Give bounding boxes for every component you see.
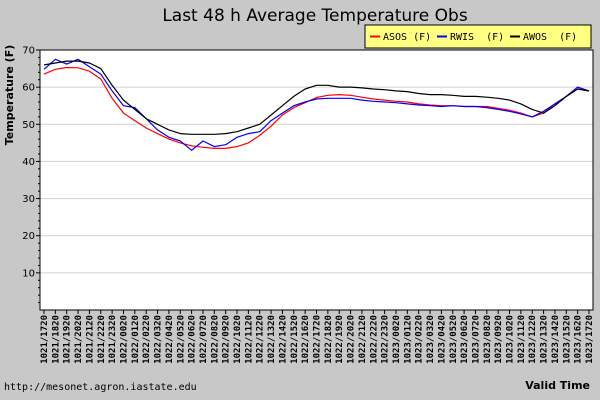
legend-label: AWOS (F)	[523, 32, 577, 43]
x-tick-label: 1023/1520	[562, 315, 572, 364]
y-tick-label: 40	[22, 157, 35, 168]
x-tick-label: 1021/2120	[85, 315, 95, 364]
x-tick-label: 1022/1220	[256, 315, 266, 364]
x-tick-label: 1022/1520	[290, 315, 300, 364]
chart-title: Last 48 h Average Temperature Obs	[162, 6, 468, 26]
x-tick-label: 1022/0220	[142, 315, 152, 364]
x-tick-label: 1022/0820	[210, 315, 220, 364]
series-line-2	[43, 60, 590, 135]
series-line-1	[43, 58, 590, 151]
legend-label: ASOS (F)	[383, 32, 431, 43]
x-tick-label: 1022/0920	[222, 315, 232, 364]
y-axis-ticks: 10 20 30 40 50 60 70	[22, 46, 40, 304]
x-tick-label: 1023/1720	[585, 315, 595, 364]
y-tick-label: 20	[22, 231, 35, 242]
legend-label: RWIS (F)	[450, 32, 504, 43]
series-line-0	[43, 66, 590, 149]
x-tick-label: 1021/2320	[108, 315, 118, 364]
x-tick-label: 1022/0120	[131, 315, 141, 364]
plot-border	[39, 49, 594, 311]
series-lines	[43, 58, 590, 151]
x-tick-label: 1022/0720	[199, 315, 209, 364]
x-tick-label: 1023/0320	[426, 315, 436, 364]
x-tick-label: 1022/0420	[165, 315, 175, 364]
x-tick-label: 1023/1220	[528, 315, 538, 364]
y-tick-label: 70	[22, 46, 35, 57]
legend: ASOS (F) RWIS (F) AWOS (F)	[364, 24, 592, 49]
x-tick-label: 1022/1320	[267, 315, 277, 364]
x-tick-label: 1022/2320	[381, 315, 391, 364]
x-tick-label: 1023/0620	[460, 315, 470, 364]
x-tick-label: 1022/1020	[233, 315, 243, 364]
x-tick-label: 1023/1320	[540, 315, 550, 364]
x-tick-label: 1022/0520	[176, 315, 186, 364]
x-axis-ticks: 1021/1720 1021/1820 1021/1920 1021/2020 1021…	[40, 310, 595, 364]
x-tick-label: 1022/2020	[347, 315, 357, 364]
x-tick-label: 1023/1020	[506, 315, 516, 364]
y-tick-label: 10	[22, 268, 35, 279]
y-tick-label: 30	[22, 194, 35, 205]
x-tick-label: 1022/2120	[358, 315, 368, 364]
x-tick-label: 1023/0720	[471, 315, 481, 364]
x-tick-label: 1023/0120	[403, 315, 413, 364]
x-tick-label: 1022/2220	[369, 315, 379, 364]
x-tick-label: 1023/1120	[517, 315, 527, 364]
x-tick-label: 1022/1420	[278, 315, 288, 364]
x-tick-label: 1023/1620	[574, 315, 584, 364]
x-tick-label: 1021/2020	[74, 315, 84, 364]
x-tick-label: 1022/1920	[335, 315, 345, 364]
y-tick-label: 60	[22, 83, 35, 94]
x-tick-label: 1022/0620	[188, 315, 198, 364]
x-tick-label: 1023/0420	[437, 315, 447, 364]
x-tick-label: 1022/0320	[154, 315, 164, 364]
x-axis-title: Valid Time	[525, 379, 590, 392]
x-tick-label: 1023/0220	[415, 315, 425, 364]
x-tick-label: 1021/2220	[97, 315, 107, 364]
legend-box	[364, 24, 592, 49]
x-tick-label: 1022/1720	[313, 315, 323, 364]
x-tick-label: 1021/1820	[51, 315, 61, 364]
x-tick-label: 1023/1420	[551, 315, 561, 364]
y-axis-title: Temperature (F)	[3, 45, 16, 146]
footer-url: http://mesonet.agron.iastate.edu	[4, 382, 197, 393]
x-tick-label: 1021/1720	[40, 315, 50, 364]
x-tick-label: 1023/0820	[483, 315, 493, 364]
x-tick-label: 1021/1920	[63, 315, 73, 364]
x-tick-label: 1022/1820	[324, 315, 334, 364]
x-tick-label: 1022/1620	[301, 315, 311, 364]
x-tick-label: 1023/0920	[494, 315, 504, 364]
x-tick-label: 1022/0020	[119, 315, 129, 364]
y-tick-label: 50	[22, 120, 35, 131]
x-tick-label: 1023/0020	[392, 315, 402, 364]
plot-area	[40, 50, 593, 310]
x-tick-label: 1022/1120	[244, 315, 254, 364]
x-tick-label: 1023/0520	[449, 315, 459, 364]
